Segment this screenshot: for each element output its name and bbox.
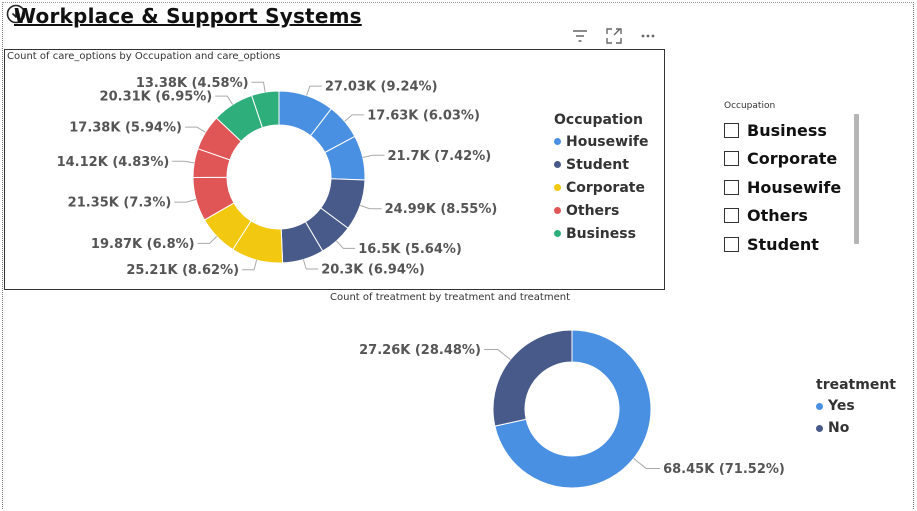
chart2-slice-1[interactable] [492,329,573,427]
checkbox-icon[interactable] [724,151,739,167]
legend-marker-icon [554,230,561,237]
chart1-leader-line-6 [242,259,258,271]
filter-icon[interactable] [570,27,590,45]
legend-marker-icon [554,138,561,145]
slicer-option-label: Business [747,120,827,140]
focus-mode-icon[interactable] [604,27,624,45]
checkbox-icon[interactable] [724,122,739,138]
chart1-leader-line-3 [360,204,382,210]
chart1-leader-line-7 [197,236,218,244]
chart1-data-label-2: 21.7K (7.42%) [388,149,492,164]
legend-marker-icon [816,402,823,410]
slicer-option-label: Student [747,234,819,254]
slicer-option-corporate[interactable]: Corporate [724,145,864,174]
chart1-data-label-12: 13.38K (4.58%) [136,76,249,91]
chart2-leader-line-1 [483,349,511,360]
treatment-legend-item-no[interactable]: No [816,417,896,439]
slicer-option-business[interactable]: Business [724,116,864,145]
treatment-donut: 68.45K (71.52%) 27.26K (28.48%) [359,329,785,489]
chart1-leader-line-8 [174,198,197,203]
legend-title: treatment [816,377,896,393]
legend-marker-icon [816,424,823,432]
chart2-data-label-0: 68.45K (71.52%) [663,462,785,477]
treatment-legend-item-yes[interactable]: Yes [816,395,896,417]
chart1-data-label-1: 17.63K (6.03%) [367,108,480,123]
care-options-donut: 27.03K (9.24%) 17.63K (6.03%) 21.7K (7.42%… [57,76,498,278]
legend-marker-icon [554,184,561,191]
chart1-leader-line-10 [184,126,206,133]
page-title: Workplace & Support Systems [14,4,362,28]
occupation-legend-item-corporate[interactable]: Corporate [554,176,648,199]
chart1-leader-line-11 [215,95,234,105]
chart1-leader-line-5 [302,259,319,270]
legend-marker-icon [554,207,561,214]
legend-label: Others [566,202,620,219]
occupation-slicer: Occupation Business Corporate Housewife Oth… [724,101,864,259]
checkbox-icon[interactable] [724,179,739,195]
chart2-slice-0[interactable] [494,329,652,489]
slicer-option-housewife[interactable]: Housewife [724,173,864,202]
chart1-leader-line-12 [251,81,266,93]
slicer-title: Occupation [724,101,776,111]
chart1-data-label-6: 25.21K (8.62%) [126,263,239,278]
occupation-legend-item-others[interactable]: Others [554,199,648,222]
chart1-data-label-9: 14.12K (4.83%) [57,155,170,170]
occupation-legend-item-student[interactable]: Student [554,153,648,176]
treatment-legend: treatment Yes No [816,377,896,439]
chart1-data-label-0: 27.03K (9.24%) [325,80,438,95]
slicer-option-others[interactable]: Others [724,202,864,231]
slicer-option-label: Corporate [747,149,838,169]
slicer-option-label: Others [747,206,808,226]
chart2-data-label-1: 27.26K (28.48%) [359,343,481,358]
visual-header-toolbar [570,26,660,46]
legend-label: Business [566,225,636,242]
chart1-leader-line-9 [172,160,195,164]
chart1-slice-12[interactable] [251,90,280,129]
chart2-leader-line-0 [633,458,661,469]
report-badge-icon [6,4,26,24]
chart1-data-label-11: 20.31K (6.95%) [100,90,213,105]
legend-label: No [828,420,850,436]
checkbox-icon[interactable] [724,236,739,252]
legend-label: Corporate [566,179,645,196]
occupation-legend-item-business[interactable]: Business [554,222,648,245]
chart1-data-label-10: 17.38K (5.94%) [69,121,182,136]
more-options-icon[interactable] [638,27,658,45]
legend-title: Occupation [554,112,644,128]
occupation-legend: Occupation Housewife Student Corporate Othe… [554,112,648,245]
chart1-data-label-5: 20.3K (6.94%) [321,263,425,278]
chart1-data-label-3: 24.99K (8.55%) [385,202,498,217]
legend-label: Yes [828,398,855,414]
legend-marker-icon [554,161,561,168]
chart1-title: Count of care_options by Occupation and … [7,51,281,62]
checkbox-icon[interactable] [724,208,739,224]
slicer-scrollbar[interactable] [854,114,859,244]
slicer-option-label: Housewife [747,177,842,197]
occupation-legend-item-housewife[interactable]: Housewife [554,130,648,153]
chart2-title: Count of treatment by treatment and trea… [330,292,570,303]
chart1-leader-line-0 [306,85,322,96]
legend-label: Student [566,156,629,173]
chart1-data-label-7: 19.87K (6.8%) [91,237,195,252]
chart1-data-label-4: 16.5K (5.64%) [358,242,462,257]
chart1-leader-line-4 [336,240,356,249]
chart1-leader-line-1 [344,114,365,122]
chart1-data-label-8: 21.35K (7.3%) [68,196,172,211]
legend-label: Housewife [566,133,649,150]
chart1-leader-line-2 [362,154,385,159]
slicer-option-student[interactable]: Student [724,230,864,259]
